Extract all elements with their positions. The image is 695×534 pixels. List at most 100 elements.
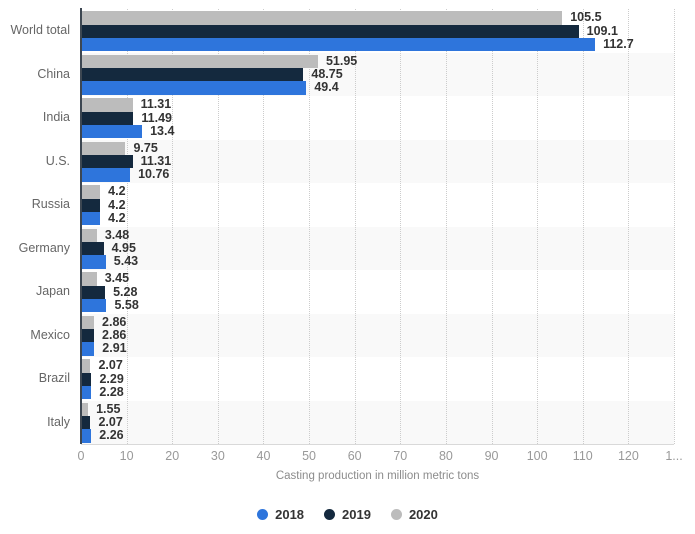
category-label: India (42, 110, 70, 124)
value-label: 2.07 (98, 415, 123, 430)
bar-2020[interactable] (81, 359, 91, 373)
category-label: China (37, 66, 70, 81)
bar-2019[interactable] (81, 111, 134, 125)
bar-2020[interactable] (81, 315, 95, 330)
bar-line: 11.49 (81, 110, 674, 125)
bar-2019[interactable] (81, 416, 91, 430)
gridline (309, 9, 311, 444)
bar-line: 3.48 (81, 228, 674, 243)
value-label: 109.1 (586, 23, 618, 38)
bar-2020[interactable] (81, 272, 97, 286)
bar-2020[interactable] (81, 228, 97, 243)
bar-line: 5.43 (81, 254, 674, 269)
bar-2018[interactable] (81, 211, 101, 226)
bar-line: 109.1 (81, 23, 674, 38)
bar-2018[interactable] (81, 37, 596, 52)
x-tick-label: 20 (165, 449, 180, 463)
gridline (263, 9, 265, 444)
value-label: 5.28 (113, 284, 138, 299)
x-axis-title: Casting production in million metric ton… (275, 470, 480, 482)
bar-2018[interactable] (81, 342, 95, 356)
plot-region: 105.5 109.1 112.7 51.95 48.75 49.4 11.31 11.49 1… (81, 9, 675, 444)
bar-line: 1.55 (81, 402, 674, 417)
x-tick-label: 110 (572, 449, 593, 463)
bar-2019[interactable] (81, 329, 95, 343)
bar-line: 2.91 (81, 341, 674, 356)
gridline (400, 9, 402, 444)
x-tick-label: 70 (393, 449, 408, 463)
category-label: U.S. (45, 153, 70, 168)
x-tick-label: 1... (665, 449, 683, 463)
gridline (445, 9, 447, 444)
value-label: 2.86 (102, 328, 127, 343)
value-label: 48.75 (311, 67, 343, 82)
x-tick-label: 90 (484, 449, 499, 463)
value-label: 9.75 (133, 140, 158, 155)
bar-2019[interactable] (81, 24, 579, 38)
bar-2019[interactable] (81, 155, 133, 169)
x-tick-label: 0 (77, 449, 85, 463)
value-label: 112.7 (603, 36, 634, 51)
value-label: 49.4 (314, 80, 339, 95)
bar-line: 2.07 (81, 415, 674, 430)
x-axis: 0 10 20 30 40 50 60 70 80 90 100 110 120 1... (0, 449, 695, 465)
value-label: 10.76 (138, 167, 170, 182)
value-label: 11.49 (141, 110, 172, 125)
bar-line: 48.75 (81, 67, 674, 82)
bar-2018[interactable] (81, 385, 92, 400)
bar-2019[interactable] (81, 372, 92, 386)
bar-2019[interactable] (81, 242, 104, 256)
row-band (81, 400, 674, 444)
value-label: 4.2 (108, 184, 126, 199)
value-label: 11.31 (140, 97, 172, 112)
bar-2020[interactable] (81, 185, 101, 199)
legend-item-2020[interactable]: 2020 (390, 507, 438, 522)
bar-line: 105.5 (81, 10, 674, 25)
bar-line: 5.28 (81, 284, 674, 299)
bar-2019[interactable] (81, 198, 101, 212)
bar-2018[interactable] (81, 81, 307, 95)
bar-2020[interactable] (81, 54, 318, 69)
bar-2018[interactable] (81, 255, 106, 269)
category-label: Russia (31, 197, 70, 211)
value-label: 5.58 (114, 297, 139, 312)
bar-2018[interactable] (81, 124, 143, 139)
legend-label: 2019 (342, 507, 371, 522)
bar-2019[interactable] (81, 68, 304, 82)
bar-2020[interactable] (81, 402, 89, 417)
category-column: World total China India U.S. Russia Germany Ja… (0, 9, 70, 444)
bar-2020[interactable] (81, 141, 126, 156)
value-label: 2.86 (102, 314, 127, 329)
bar-line: 4.2 (81, 211, 674, 226)
gridline (537, 9, 539, 444)
bar-line: 2.28 (81, 385, 674, 400)
value-label: 2.29 (99, 371, 124, 386)
bar-line: 112.7 (81, 36, 674, 52)
value-label: 51.95 (325, 53, 358, 68)
bar-2019[interactable] (81, 285, 106, 299)
legend: 2018 2019 2020 (0, 507, 695, 522)
value-label: 4.2 (108, 197, 126, 212)
legend-item-2019[interactable]: 2019 (324, 507, 371, 522)
x-tick-label: 60 (347, 449, 362, 463)
legend-swatch-icon (390, 509, 402, 520)
category-label: Mexico (30, 327, 70, 342)
category-label: Germany (18, 240, 70, 255)
bar-2018[interactable] (81, 429, 92, 443)
value-label: 5.43 (113, 254, 139, 269)
bar-2020[interactable] (81, 98, 133, 112)
gridline (354, 9, 356, 444)
bar-2020[interactable] (81, 11, 563, 25)
bar-2018[interactable] (81, 298, 107, 313)
bar-line: 4.2 (81, 197, 674, 212)
legend-item-2018[interactable]: 2018 (257, 507, 304, 522)
value-label: 2.91 (102, 341, 127, 356)
bar-line: 3.45 (81, 271, 674, 286)
legend-swatch-icon (257, 509, 269, 520)
bar-2018[interactable] (81, 168, 131, 182)
category-label: World total (10, 23, 70, 37)
gridline (674, 9, 675, 444)
bar-line: 49.4 (81, 80, 674, 95)
x-tick-label: 10 (119, 449, 134, 463)
gridline (172, 9, 174, 444)
